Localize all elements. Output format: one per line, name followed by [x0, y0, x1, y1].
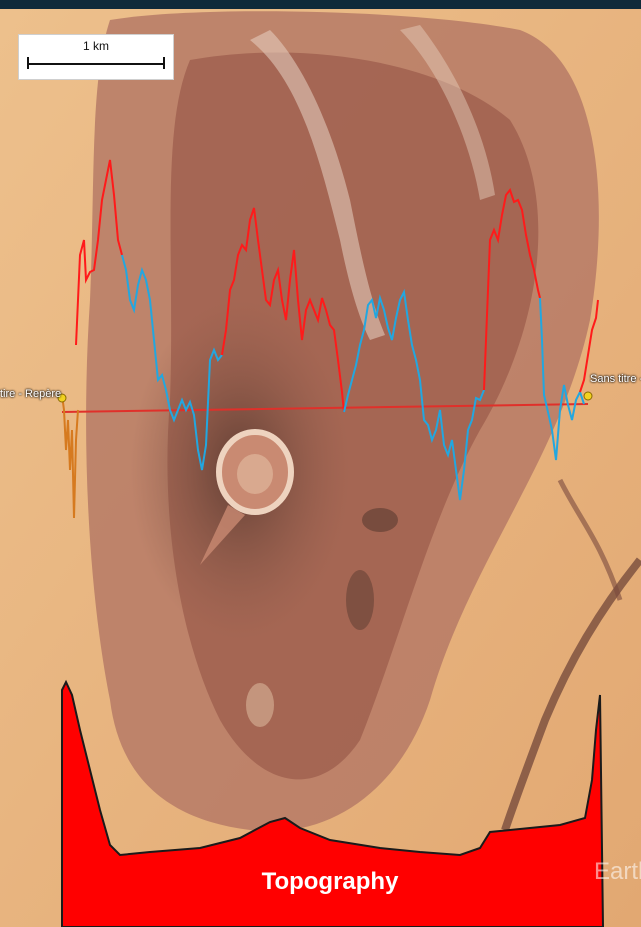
- crater-tail: [200, 505, 245, 565]
- rock-patch: [346, 570, 374, 630]
- ridge: [557, 478, 623, 601]
- end-marker-label[interactable]: Sans titre - Re: [590, 373, 641, 385]
- profile-baseline: [61, 403, 589, 413]
- topography-title: Topography: [261, 868, 399, 895]
- profile-high-segment: [75, 159, 123, 346]
- salt-streak: [250, 30, 385, 340]
- scale-label: 1 km: [82, 39, 109, 53]
- topography-profile: [61, 679, 605, 927]
- profile-edge-segment: [61, 394, 79, 519]
- rock-patch: [246, 683, 274, 727]
- window-top-edge: [0, 0, 641, 9]
- profile-high-segment: [579, 299, 599, 393]
- profile-low-segment: [539, 297, 585, 461]
- profile-low-segment: [121, 254, 223, 471]
- earth-watermark: Earth: [594, 858, 641, 885]
- scale-tick-right: [163, 57, 165, 69]
- scale-legend: 1 km: [18, 34, 174, 80]
- crater-center: [237, 454, 273, 494]
- salt-streak: [400, 25, 495, 200]
- profile-high-segment: [483, 187, 541, 391]
- profile-high-segment: [221, 207, 345, 413]
- scale-bar: [27, 63, 165, 65]
- end-marker-pin[interactable]: [583, 391, 593, 401]
- start-marker-label[interactable]: tire - Repère: [0, 388, 62, 400]
- profile-low-segment: [343, 288, 485, 501]
- start-marker-pin[interactable]: [57, 393, 67, 403]
- ridge: [501, 557, 641, 832]
- rock-patch: [362, 508, 398, 532]
